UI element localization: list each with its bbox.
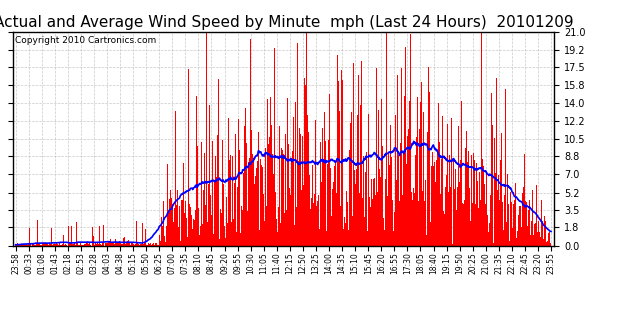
- Text: Copyright 2010 Cartronics.com: Copyright 2010 Cartronics.com: [15, 36, 157, 45]
- Title: Actual and Average Wind Speed by Minute  mph (Last 24 Hours)  20101209: Actual and Average Wind Speed by Minute …: [0, 15, 573, 30]
